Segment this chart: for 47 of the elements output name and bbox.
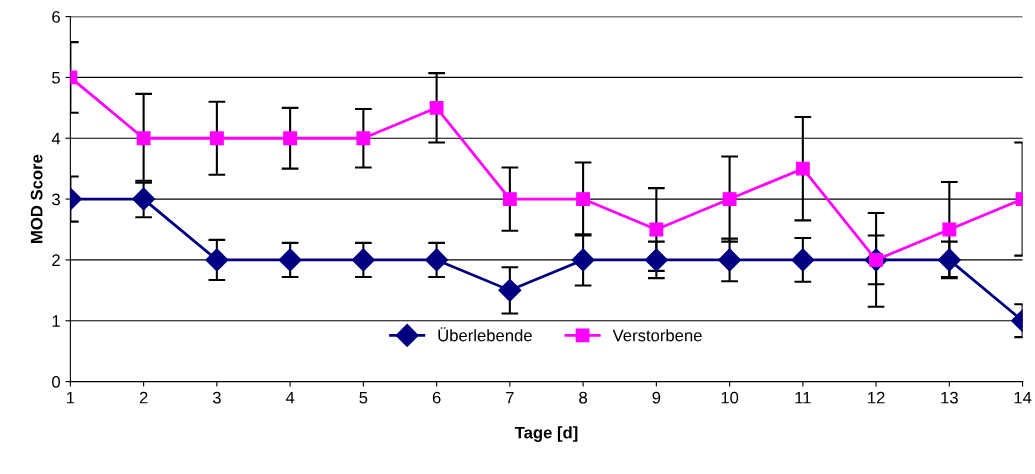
point: [722, 192, 737, 207]
y-tick-label: 1: [52, 315, 60, 327]
point: [937, 248, 961, 272]
y-tick-label: 6: [52, 10, 60, 23]
x-tick-label: 3: [212, 391, 221, 404]
y-axis-title: MOD Score: [30, 154, 43, 243]
point: [132, 187, 156, 211]
x-tick-label: 5: [359, 391, 368, 404]
x-tick-label: 7: [506, 391, 514, 404]
x-tick-label: 11: [795, 391, 811, 404]
x-tick-label: 4: [285, 391, 295, 404]
y-tick-label: 4: [51, 132, 61, 145]
legend-label: Verstorbene: [612, 329, 702, 342]
x-axis-title: Tage [d]: [514, 426, 578, 442]
x-tick-label: 6: [432, 391, 441, 404]
x-tick-label: 9: [652, 391, 661, 404]
x-tick-label: 2: [139, 391, 148, 404]
y-tick-label: 0: [52, 375, 61, 388]
legend-label: Überlebende: [438, 327, 532, 342]
point: [644, 248, 668, 272]
x-tick-label: 10: [721, 391, 739, 404]
point: [278, 248, 302, 272]
point: [791, 248, 815, 272]
point: [136, 131, 151, 146]
point: [356, 131, 371, 146]
point: [498, 278, 522, 302]
point: [942, 222, 957, 237]
point: [205, 248, 229, 272]
x-tick-label: 1: [67, 391, 75, 404]
y-tick-label: 5: [52, 71, 60, 84]
x-tick-label: 13: [941, 391, 958, 404]
point: [425, 248, 449, 272]
x-tick-label: 8: [579, 391, 588, 404]
point: [571, 248, 595, 272]
point: [576, 192, 591, 207]
point: [718, 248, 742, 272]
point: [351, 248, 375, 272]
x-tick-label: 14: [1014, 391, 1032, 404]
x-tick-label: 12: [868, 391, 885, 404]
point: [209, 131, 224, 146]
y-tick-label: 2: [52, 254, 60, 266]
point: [283, 131, 298, 146]
point: [429, 100, 444, 115]
y-tick-label: 3: [52, 193, 60, 206]
point: [502, 192, 517, 207]
point: [649, 222, 664, 237]
point: [795, 161, 810, 176]
